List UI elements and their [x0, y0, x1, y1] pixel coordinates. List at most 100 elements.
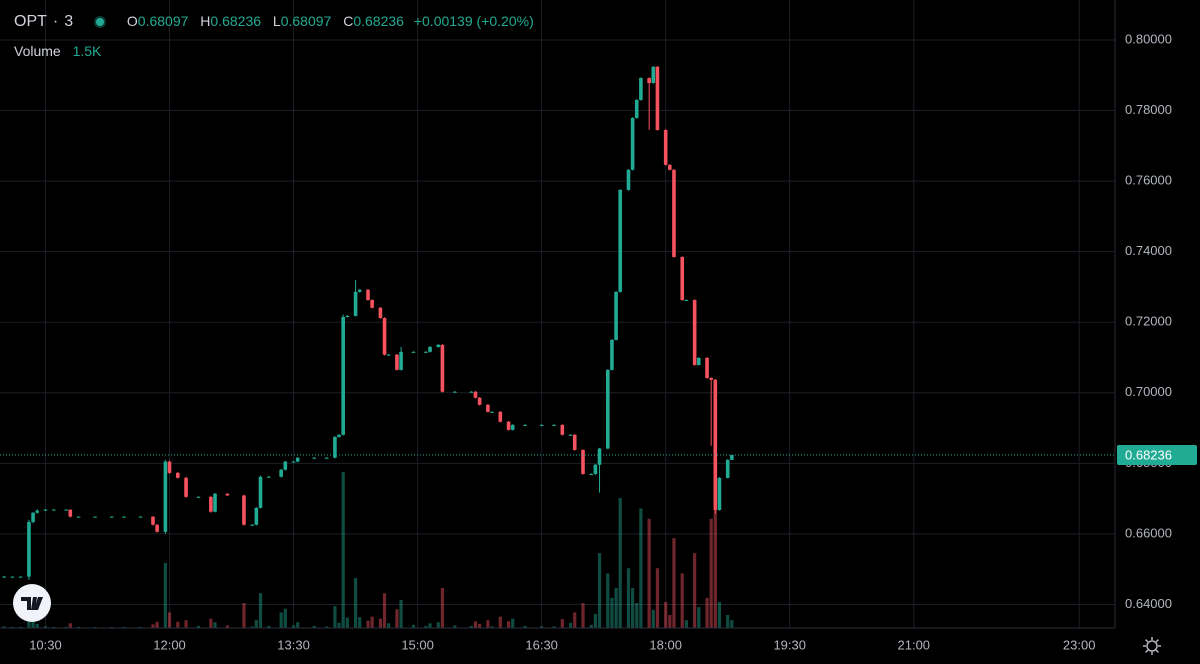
volume-bar	[523, 625, 527, 628]
volume-bar	[610, 597, 614, 628]
candle-body	[630, 117, 635, 170]
candle-body	[345, 315, 350, 317]
volume-bar	[593, 613, 598, 628]
candle-body	[10, 576, 15, 578]
change: +0.00139	[413, 13, 473, 29]
candle-body	[258, 476, 263, 508]
volume-bar	[151, 624, 155, 628]
volume-bar	[568, 622, 573, 628]
x-tick-label: 18:00	[649, 637, 682, 652]
volume-bar	[680, 573, 684, 628]
candle-body	[713, 379, 718, 510]
volume-bar	[35, 623, 39, 628]
close-label: C	[343, 13, 354, 29]
y-tick-label: 0.74000	[1125, 243, 1172, 258]
volume-bar	[254, 620, 258, 628]
candle-body	[510, 424, 515, 430]
candle-body	[64, 509, 68, 511]
y-tick-label: 0.76000	[1125, 173, 1172, 188]
candle-body	[151, 516, 155, 525]
x-tick-label: 21:00	[898, 637, 931, 652]
volume-bar	[726, 615, 730, 628]
volume-bar	[370, 616, 374, 628]
candle-body	[209, 496, 213, 512]
volume-bar	[453, 625, 457, 628]
volume-bar	[353, 578, 358, 628]
volume-bar	[490, 626, 494, 628]
candle-body	[469, 391, 474, 393]
candle-body	[35, 510, 40, 513]
volume-bar	[639, 508, 643, 628]
volume-bar	[64, 626, 68, 628]
volume-bar	[668, 615, 672, 628]
candle-body	[18, 576, 23, 578]
y-tick-label: 0.66000	[1125, 525, 1172, 540]
candle-body	[312, 457, 317, 459]
volume-bar	[411, 624, 416, 628]
volume-bar	[672, 538, 676, 628]
volume-bar	[511, 618, 515, 628]
volume-bar	[341, 472, 345, 628]
candle-body	[705, 357, 709, 378]
volume-bar	[312, 625, 316, 628]
candle-body	[2, 576, 6, 578]
candle-body	[663, 129, 668, 165]
volume-bar	[573, 612, 577, 628]
change-pct: (+0.20%)	[476, 13, 534, 29]
candle-body	[213, 493, 217, 512]
y-tick-label: 0.64000	[1125, 596, 1172, 611]
candle-body	[597, 448, 602, 465]
volume-bar	[43, 626, 48, 628]
x-tick-label: 12:00	[153, 637, 186, 652]
volume-bar	[279, 612, 283, 628]
volume-bar	[291, 625, 296, 628]
candle-body	[93, 516, 97, 518]
candle-body	[184, 477, 188, 497]
volume-bar	[486, 620, 490, 628]
volume-bar	[122, 626, 126, 628]
low-label: L	[272, 13, 281, 29]
candle-body	[672, 169, 676, 257]
settings-icon[interactable]	[1143, 637, 1161, 655]
volume-bar	[705, 597, 709, 628]
candle-body	[539, 424, 544, 426]
candle-body	[647, 78, 651, 84]
candle-body	[634, 99, 639, 118]
volume-bar	[225, 625, 230, 628]
candle-body	[242, 495, 246, 525]
volume-bar	[76, 626, 81, 628]
candle-body	[382, 318, 387, 355]
volume-bar	[631, 587, 635, 628]
last-price-label: 0.68236	[1125, 447, 1172, 462]
interval: 3	[64, 13, 74, 30]
volume-legend: Volume 1.5K	[14, 43, 101, 59]
candle-body	[291, 461, 296, 463]
x-tick-label: 19:30	[773, 637, 806, 652]
candle-body	[717, 477, 722, 510]
candle-body	[31, 512, 35, 522]
candle-body	[610, 339, 614, 370]
candle-body	[692, 300, 697, 365]
candle-body	[353, 291, 358, 316]
volume-bar	[597, 553, 602, 628]
volume-bar	[552, 626, 556, 628]
x-tick-label: 10:30	[29, 637, 62, 652]
candle-body	[196, 496, 201, 498]
candle-body	[606, 369, 610, 449]
candle-body	[138, 516, 143, 518]
x-tick-label: 23:00	[1063, 637, 1096, 652]
candle-body	[225, 493, 230, 496]
tv-logo	[13, 584, 51, 622]
volume-bar	[213, 622, 217, 628]
candle-body	[668, 164, 672, 170]
candle-body	[266, 476, 271, 478]
volume-bar	[31, 620, 35, 628]
candle-body	[473, 391, 478, 398]
volume-bar	[52, 626, 56, 628]
volume-bar	[325, 626, 329, 628]
candle-body	[651, 66, 656, 84]
low-value: 0.68097	[280, 13, 332, 29]
close-value: 0.68236	[353, 13, 404, 29]
high-value: 0.68236	[210, 13, 262, 29]
